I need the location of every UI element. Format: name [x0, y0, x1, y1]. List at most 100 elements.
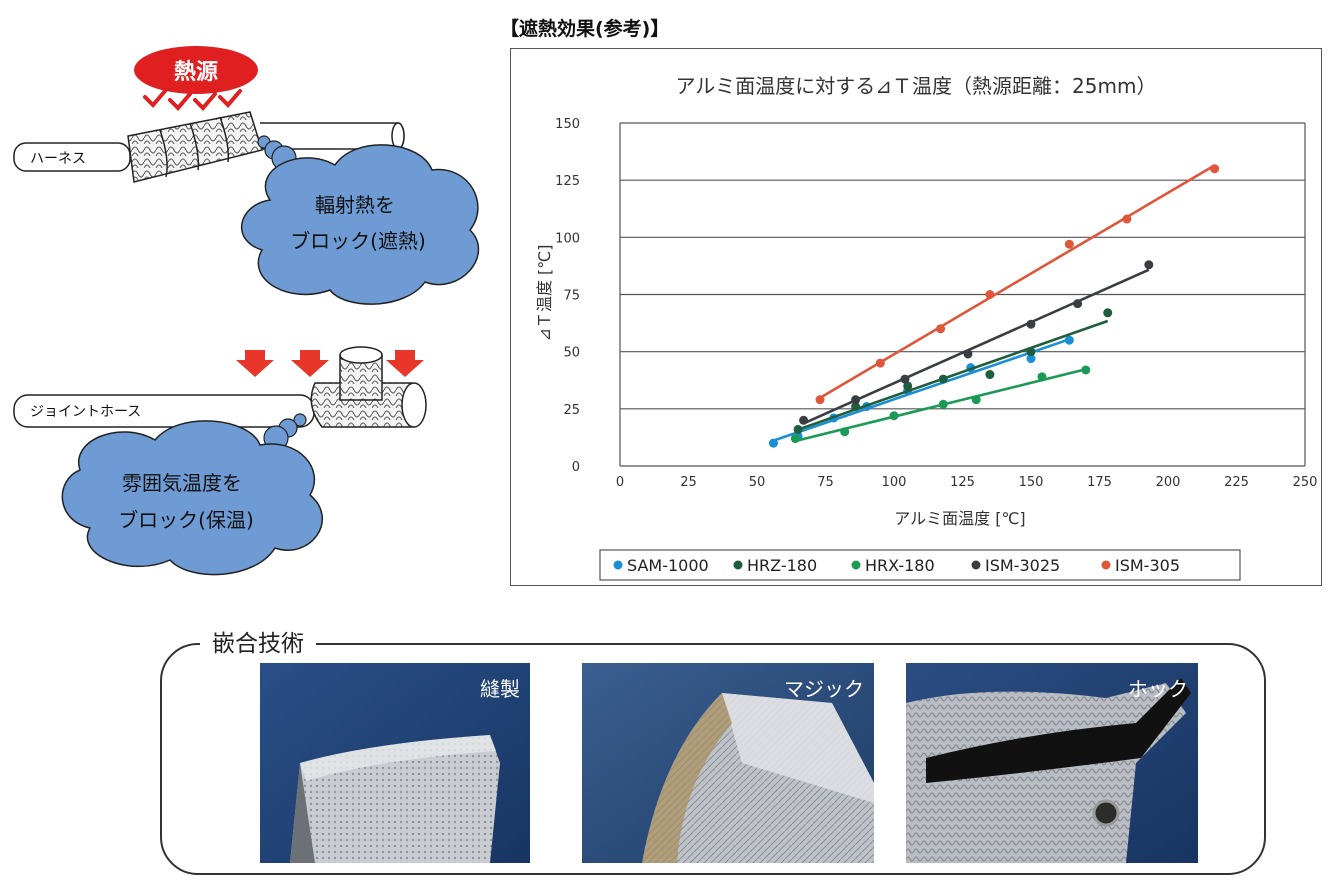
legend-marker [613, 560, 623, 570]
hook-photo-image [906, 663, 1198, 863]
legend-label: HRX-180 [865, 556, 935, 575]
x-tick-label: 0 [616, 475, 624, 490]
y-tick-label: 125 [555, 174, 580, 189]
series [768, 164, 1220, 448]
heat-source: 熱源 [134, 46, 258, 111]
x-tick-label: 225 [1224, 475, 1249, 490]
x-tick-label: 200 [1156, 475, 1181, 490]
legend-label: HRZ-180 [747, 556, 817, 575]
x-tick-label: 150 [1019, 475, 1044, 490]
x-tick-label: 75 [817, 475, 834, 490]
data-point [1064, 239, 1074, 249]
legend-marker [733, 560, 743, 570]
x-tick-label: 25 [680, 475, 697, 490]
data-point [1081, 365, 1091, 375]
chart-title: アルミ面温度に対する⊿Ｔ温度（熱源距離：25mm） [676, 74, 1157, 98]
y-tick-label: 25 [563, 403, 580, 418]
data-point [985, 370, 995, 380]
data-point [1122, 214, 1132, 224]
trendline [773, 338, 1070, 442]
trendline [819, 164, 1216, 399]
data-point [938, 374, 948, 384]
data-point [985, 290, 995, 299]
chart-frame [510, 48, 1322, 586]
y-tick-label: 50 [563, 346, 580, 361]
x-tick-label: 100 [882, 475, 907, 490]
data-point [889, 411, 899, 421]
photo-caption-hook: ホック [1128, 677, 1188, 701]
x-tick-label: 50 [749, 475, 766, 490]
legend-label: SAM-1000 [627, 556, 709, 575]
y-tick-label: 75 [563, 289, 580, 304]
heat-source-label: 熱源 [174, 59, 218, 85]
photo-velcro: マジック [582, 663, 874, 863]
data-point [768, 438, 778, 448]
y-tick-label: 150 [555, 117, 580, 132]
legend-marker [1101, 560, 1111, 570]
technology-title: 嵌合技術 [200, 624, 316, 658]
y-tick-label: 0 [572, 460, 580, 475]
data-point [815, 395, 825, 405]
data-point [1210, 164, 1220, 174]
data-point [1144, 260, 1154, 270]
harness-pipe: ハーネス [13, 111, 405, 183]
data-point [938, 399, 948, 409]
photo-caption-sewing: 縫製 [480, 677, 520, 701]
down-arrow-icons [236, 350, 424, 377]
harness-label: ハーネス [30, 151, 86, 167]
data-point [840, 427, 850, 437]
data-point [963, 349, 973, 359]
series-ism-3025 [799, 260, 1154, 425]
legend: SAM-1000 HRZ-180 HRX-180 ISM-3025 ISM-305 [599, 549, 1241, 581]
data-point [1026, 319, 1036, 329]
legend-marker [851, 560, 861, 570]
data-point [1073, 299, 1083, 309]
data-point [851, 402, 861, 412]
series-hrz-180 [793, 308, 1113, 434]
data-point [1026, 354, 1036, 364]
x-axis-label: アルミ面温度 [℃] [894, 509, 1025, 528]
data-point [799, 415, 809, 425]
data-point [851, 395, 861, 405]
cloud2-line2: ブロック(保温) [118, 508, 254, 532]
data-point [793, 424, 803, 434]
cloud-radiant-heat: 輻射熱を ブロック(遮熱) [240, 135, 480, 305]
legend-marker [971, 560, 981, 570]
data-point [903, 381, 913, 391]
y-axis-label: ⊿Ｔ温度 [℃] [535, 245, 554, 342]
data-point [1026, 347, 1036, 357]
legend-label: ISM-3025 [985, 556, 1060, 575]
cloud2-line1: 雰囲気温度を [122, 471, 242, 495]
trendline [797, 319, 1109, 431]
data-point [790, 434, 800, 444]
x-tick-label: 250 [1293, 475, 1318, 490]
joint-hose-label: ジョイントホース [30, 404, 141, 420]
trendline [803, 268, 1150, 425]
data-point [1037, 372, 1047, 382]
cloud1-line2: ブロック(遮熱) [290, 229, 426, 253]
cloud-ambient-temperature: 雰囲気温度を ブロック(保温) [61, 413, 323, 576]
y-tick-label: 100 [555, 231, 580, 246]
gridlines [620, 122, 1305, 467]
sewing-photo-image [260, 663, 530, 863]
legend-label: ISM-305 [1115, 556, 1180, 575]
technology-frame [160, 643, 1266, 875]
photo-caption-velcro: マジック [784, 677, 864, 701]
cloud1-line1: 輻射熱を [315, 193, 395, 217]
x-tick-label: 175 [1087, 475, 1112, 490]
data-point [1064, 335, 1074, 345]
legend-box [599, 549, 1241, 581]
data-point [936, 324, 946, 334]
data-point [1103, 308, 1113, 318]
photo-hook: ホック [906, 663, 1198, 863]
heat-shield-diagram: 熱源 ハーネス 輻射熱を ブロック(遮熱) ジョイントホース [13, 46, 480, 576]
data-point [900, 374, 910, 384]
x-tick-label: 125 [950, 475, 975, 490]
photo-sewing: 縫製 [260, 663, 530, 863]
section-title: 【遮熱効果(参考)】 [500, 18, 670, 40]
velcro-photo-image [582, 663, 874, 863]
data-point [971, 395, 981, 405]
data-point [875, 358, 885, 368]
axes: 0 25 50 75 100 125 150 0 25 50 75 100 125 150 175 200 22… [555, 117, 1317, 490]
heat-ray-icons [143, 89, 242, 111]
